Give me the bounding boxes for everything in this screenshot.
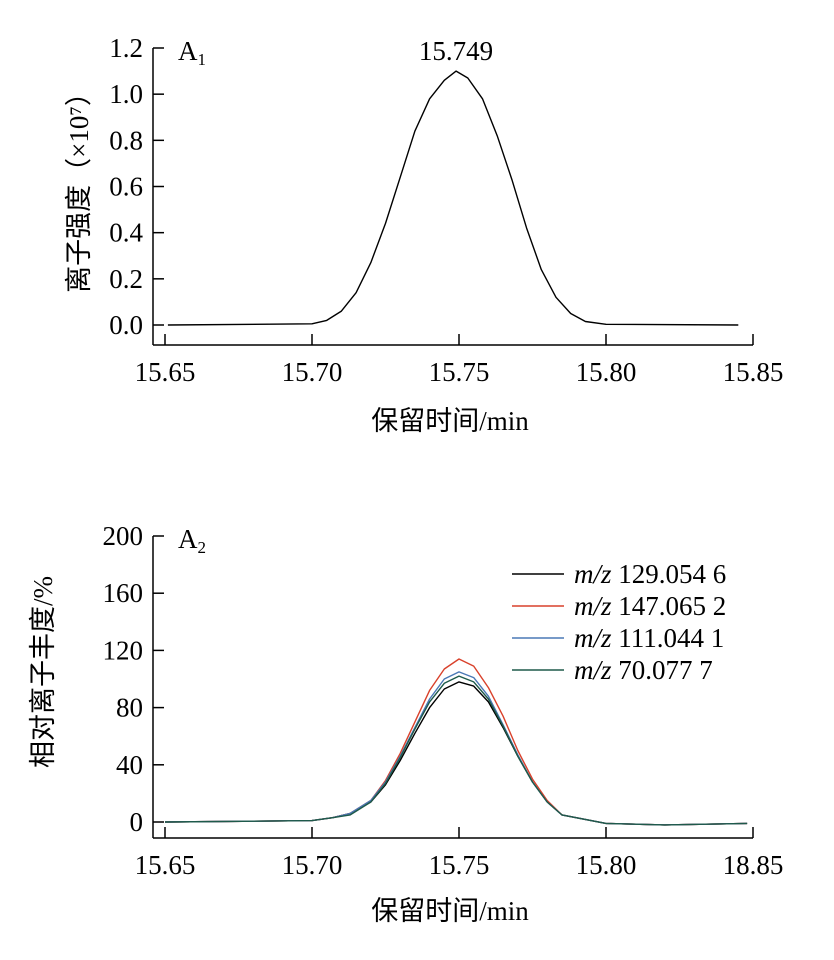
y-tick-label: 80 [116,693,143,723]
y-tick-label: 0.0 [109,310,143,340]
legend-mz-value: 70.077 7 [618,655,713,685]
y-tick-label: 120 [103,635,144,665]
x-tick-label: 15.75 [429,357,490,387]
x-tick-label: 15.85 [723,357,784,387]
y-tick-label: 1.0 [109,79,143,109]
panel-label: A1 [178,36,206,69]
y-tick-label: 1.2 [109,33,143,63]
legend-mz-value: 111.044 1 [618,623,724,653]
legend-label: m/z 70.077 7 [574,655,713,685]
panel-label-letter: A [178,36,198,66]
chart-panel-a2: 0 40 80 120 160 200 15.65 15.70 15.75 15.80 18.85 保… [28,521,783,926]
x-tick-label: 15.75 [429,850,490,880]
panel-label-letter: A [178,524,198,554]
legend-mz: m/z [574,591,612,621]
y-tick-label: 40 [116,750,143,780]
legend-label: m/z 111.044 1 [574,623,724,653]
y-tick-label: 160 [103,578,144,608]
legend-mz-value: 147.065 2 [618,591,726,621]
y-tick-label: 0.2 [109,264,143,294]
legend-mz: m/z [574,623,612,653]
x-axis-title: 保留时间/min [371,406,529,436]
y-tick-label: 0.6 [109,172,143,202]
x-axis-title: 保留时间/min [371,896,529,926]
chart-panel-a1: 0.0 0.2 0.4 0.6 0.8 1.0 1.2 15.65 15.70 15.75 15.8… [64,33,783,436]
x-tick-label: 15.70 [282,850,343,880]
x-tick-label: 15.80 [576,850,637,880]
panel-label-subscript: 2 [198,538,207,557]
x-tick-label: 18.85 [723,850,784,880]
panel-label-subscript: 1 [198,50,207,69]
legend-mz: m/z [574,559,612,589]
legend-label: m/z 147.065 2 [574,591,726,621]
y-tick-label: 0 [130,807,144,837]
y-axis-title: 离子强度（×10⁷） [64,79,94,293]
series-line-0 [164,681,748,826]
series-line-3 [164,675,748,826]
y-axis-title: 相对离子丰度/% [28,576,58,768]
peak-label: 15.749 [419,36,493,66]
y-tick-label: 200 [103,521,144,551]
y-tick-label: 0.4 [109,218,143,248]
legend-mz-value: 129.054 6 [618,559,726,589]
x-tick-label: 15.70 [282,357,343,387]
legend-mz: m/z [574,655,612,685]
legend-label: m/z 129.054 6 [574,559,726,589]
series-line-2 [164,671,748,826]
panel-label: A2 [178,524,206,557]
x-tick-label: 15.80 [576,357,637,387]
series-line-0 [167,70,739,326]
x-tick-label: 15.65 [135,850,196,880]
y-tick-label: 0.8 [109,125,143,155]
x-tick-label: 15.65 [135,357,196,387]
